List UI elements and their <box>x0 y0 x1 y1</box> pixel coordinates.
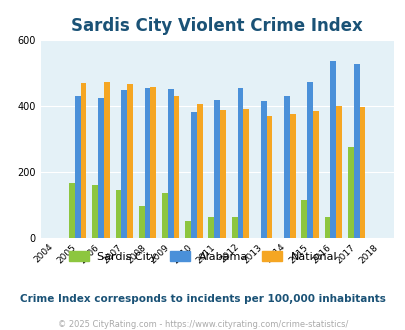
Bar <box>150 87 156 238</box>
Bar <box>289 114 295 238</box>
Bar <box>307 82 312 238</box>
Bar <box>214 100 220 238</box>
Bar <box>92 185 98 238</box>
Bar <box>196 104 202 238</box>
Bar <box>231 217 237 238</box>
Bar <box>191 112 196 238</box>
Bar <box>284 96 289 238</box>
Bar <box>312 111 318 238</box>
Bar <box>359 107 364 238</box>
Title: Sardis City Violent Crime Index: Sardis City Violent Crime Index <box>71 17 362 35</box>
Text: Crime Index corresponds to incidents per 100,000 inhabitants: Crime Index corresponds to incidents per… <box>20 294 385 304</box>
Bar <box>121 90 127 238</box>
Bar <box>115 190 121 238</box>
Bar <box>167 89 173 238</box>
Bar <box>81 83 86 238</box>
Bar <box>127 84 133 238</box>
Bar <box>185 221 191 238</box>
Bar <box>243 109 249 238</box>
Bar <box>266 116 272 238</box>
Bar <box>98 98 104 238</box>
Text: © 2025 CityRating.com - https://www.cityrating.com/crime-statistics/: © 2025 CityRating.com - https://www.city… <box>58 320 347 329</box>
Bar <box>69 183 75 238</box>
Bar <box>353 64 359 238</box>
Bar <box>335 106 341 238</box>
Bar <box>220 110 225 238</box>
Bar <box>144 88 150 238</box>
Bar <box>347 147 353 238</box>
Bar <box>237 88 243 238</box>
Bar <box>173 96 179 238</box>
Bar <box>208 217 214 238</box>
Bar <box>75 96 81 238</box>
Bar <box>260 101 266 238</box>
Legend: Sardis City, Alabama, National: Sardis City, Alabama, National <box>64 247 341 267</box>
Bar <box>330 61 335 238</box>
Bar <box>162 193 167 238</box>
Bar <box>301 200 307 238</box>
Bar <box>104 82 109 238</box>
Bar <box>324 217 330 238</box>
Bar <box>139 206 144 238</box>
